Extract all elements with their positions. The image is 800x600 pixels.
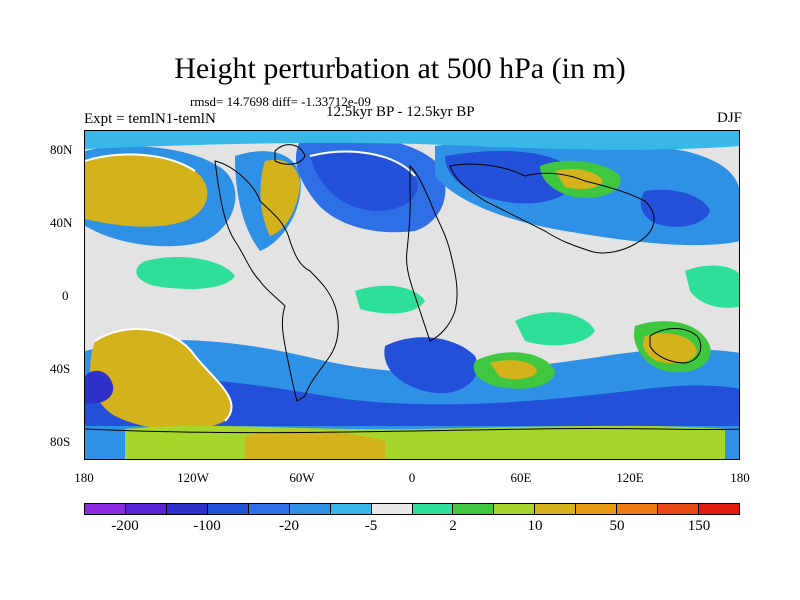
colorbar-swatch xyxy=(371,504,413,514)
colorbar-label: -200 xyxy=(111,518,139,534)
lon-label: 60W xyxy=(289,470,315,485)
colorbar-swatch xyxy=(207,504,249,514)
stats-text: rmsd= 14.7698 diff= -1.33712e-09 xyxy=(190,94,371,109)
period-label: 12.5kyr BP - 12.5kyr BP xyxy=(326,104,475,120)
contour-map xyxy=(85,131,739,459)
lat-label: 0 xyxy=(62,288,69,303)
colorbar-swatch xyxy=(576,504,618,514)
colorbar-label: 10 xyxy=(527,518,543,534)
lon-label: 120E xyxy=(616,470,644,485)
colorbar-swatch xyxy=(412,504,454,514)
colorbar-label: 50 xyxy=(609,518,625,534)
lon-label: 0 xyxy=(408,470,416,485)
colorbar-swatch xyxy=(535,504,577,514)
lon-label: 180 xyxy=(730,470,750,485)
colorbar-label: 150 xyxy=(687,518,711,534)
colorbar-swatch xyxy=(494,504,536,514)
colorbar-swatch xyxy=(453,504,495,514)
lon-label: 120W xyxy=(177,470,209,485)
lat-label: 40S xyxy=(50,361,71,376)
colorbar-swatch xyxy=(658,504,700,514)
lon-label: 60E xyxy=(510,470,532,485)
colorbar-swatch xyxy=(617,504,659,514)
season-label: DJF xyxy=(716,110,742,126)
colorbar xyxy=(84,503,740,515)
colorbar-label: 2 xyxy=(449,518,457,534)
colorbar-swatch xyxy=(699,504,739,514)
map-panel xyxy=(84,130,740,460)
colorbar-label: -20 xyxy=(279,518,299,534)
colorbar-swatch xyxy=(330,504,372,514)
colorbar-swatch xyxy=(125,504,167,514)
colorbar-label: -5 xyxy=(364,518,378,534)
lat-label: 80N xyxy=(50,142,73,157)
colorbar-swatch xyxy=(85,504,126,514)
colorbar-label: -100 xyxy=(193,518,221,534)
lat-label: 80S xyxy=(50,434,71,449)
colorbar-swatch xyxy=(166,504,208,514)
colorbar-swatch xyxy=(289,504,331,514)
colorbar-swatch xyxy=(248,504,290,514)
experiment-label: Expt = temlN1-temlN xyxy=(84,111,216,127)
plot-title: Height perturbation at 500 hPa (in m) xyxy=(174,52,626,85)
lon-label: 180 xyxy=(74,470,94,485)
lat-label: 40N xyxy=(50,215,73,230)
